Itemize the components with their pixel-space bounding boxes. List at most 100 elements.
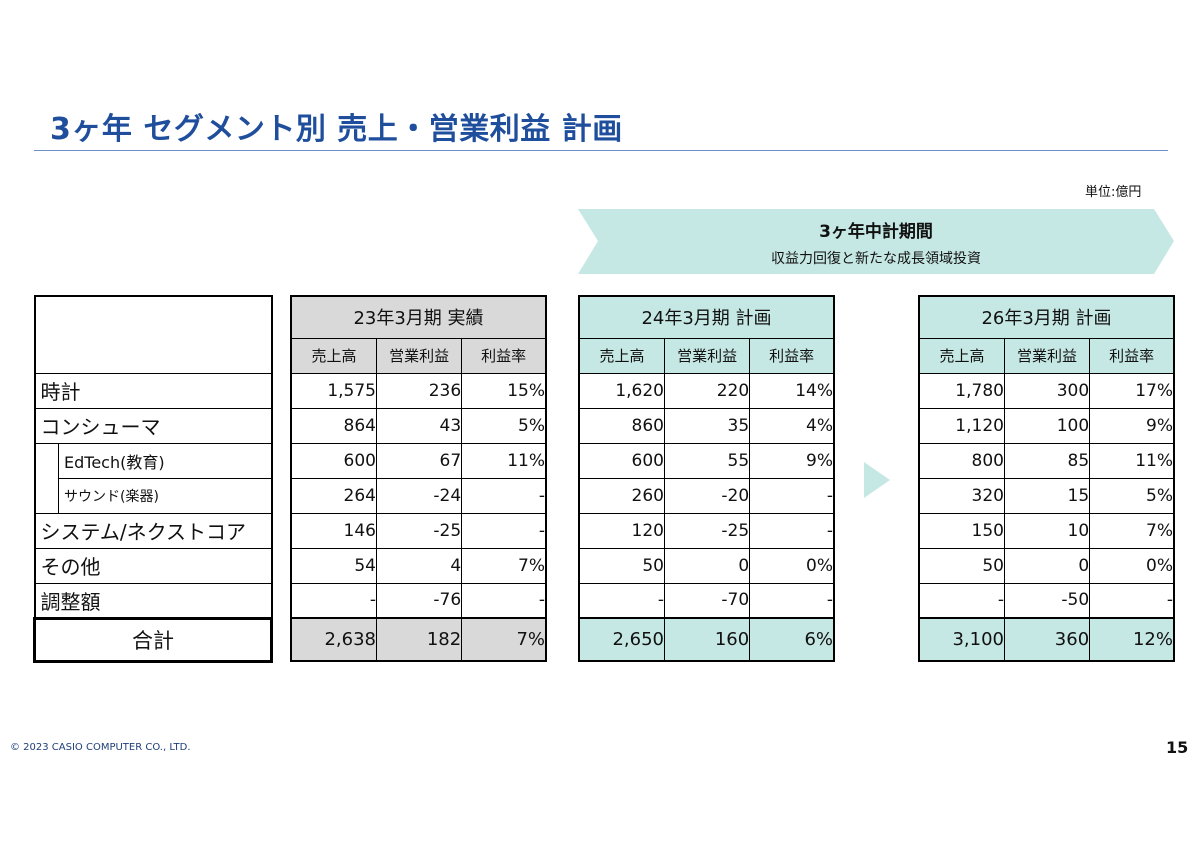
value-cell: 1,120 [918,407,1005,444]
value-cell: 15% [461,372,547,409]
column-header: 営業利益 [663,337,751,374]
total-row: 2,650 160 6% [578,617,835,662]
value-cell: 236 [375,372,463,409]
table-row: - -70- [578,582,835,619]
segment-label-table: 時計 コンシューマ EdTech(教育) サウンド(楽器) システム/ネクストコ… [33,295,273,663]
period-title: 24年3月期 計画 [578,295,835,339]
value-cell: 14% [749,372,835,409]
value-cell: - [749,512,835,549]
value-cell: 5% [461,407,547,444]
value-cell: - [578,582,665,619]
value-cell: 0 [1003,547,1091,584]
value-cell: 864 [290,407,377,444]
table-row: 860 35 4% [578,407,835,444]
column-header: 利益率 [749,337,835,374]
total-cell: 12% [1089,617,1175,662]
label-header-cell [34,295,272,374]
column-header: 営業利益 [375,337,463,374]
value-cell: 4 [375,547,463,584]
page-number: 15 [1166,738,1189,757]
value-cell: 55 [663,442,751,479]
banner-title: 3ヶ年中計期間 [819,222,933,242]
title-divider [34,150,1168,151]
table-row: - -50- [918,582,1175,619]
table-row: 1,620 220 14% [578,372,835,409]
value-cell: -20 [663,477,751,514]
column-header: 利益率 [1089,337,1175,374]
period-title: 23年3月期 実績 [290,295,547,339]
value-cell: - [461,477,547,514]
value-cell: - [749,477,835,514]
value-cell: 7% [1089,512,1175,549]
table-row: - -76- [290,582,547,619]
value-cell: -76 [375,582,463,619]
column-header: 利益率 [461,337,547,374]
value-cell: 7% [461,547,547,584]
value-cell: 0% [749,547,835,584]
value-cell: 50 [578,547,665,584]
table-row: 50 0 0% [578,547,835,584]
table-row: 54 4 7% [290,547,547,584]
value-cell: -70 [663,582,751,619]
page-title: 3ヶ年 セグメント別 売上・営業利益 計画 [50,112,623,147]
copyright-footer: © 2023 CASIO COMPUTER CO., LTD. [10,742,191,753]
value-cell: 85 [1003,442,1091,479]
value-cell: 0% [1089,547,1175,584]
value-cell: 9% [1089,407,1175,444]
period-table: 23年3月期 実績 売上高 営業利益 利益率 1,575 236 15% 864 43 5% 600… [290,295,547,662]
table-row: 600 55 9% [578,442,835,479]
value-cell: 1,620 [578,372,665,409]
table-row: 1,575 236 15% [290,372,547,409]
segment-label: EdTech(教育) [58,442,272,479]
segment-label: コンシューマ [34,407,272,444]
segment-label: 時計 [34,372,272,409]
total-label: 合計 [33,616,273,663]
segment-label: サウンド(楽器) [58,477,272,514]
table-row: 120 -25- [578,512,835,549]
total-cell: 360 [1003,617,1091,662]
right-arrow-icon [864,462,890,498]
total-cell: 2,638 [290,617,377,662]
total-cell: 2,650 [578,617,665,662]
segment-label: システム/ネクストコア [34,512,272,549]
value-cell: - [290,582,377,619]
total-row: 3,100 360 12% [918,617,1175,662]
table-row: 864 43 5% [290,407,547,444]
value-cell: 300 [1003,372,1091,409]
plan-period-banner: 3ヶ年中計期間 収益力回復と新たな成長領域投資 [578,209,1174,274]
value-cell: 15 [1003,477,1091,514]
total-cell: 3,100 [918,617,1005,662]
value-cell: 600 [578,442,665,479]
value-cell: - [1089,582,1175,619]
table-row: 1,780 300 17% [918,372,1175,409]
table-row: 800 85 11% [918,442,1175,479]
banner-subtitle: 収益力回復と新たな成長領域投資 [771,251,981,267]
value-cell: 100 [1003,407,1091,444]
value-cell: 10 [1003,512,1091,549]
total-cell: 160 [663,617,751,662]
value-cell: 67 [375,442,463,479]
value-cell: 860 [578,407,665,444]
total-row: 2,638 182 7% [290,617,547,662]
value-cell: 5% [1089,477,1175,514]
segment-label: その他 [34,547,272,584]
value-cell: 17% [1089,372,1175,409]
value-cell: 120 [578,512,665,549]
value-cell: 0 [663,547,751,584]
value-cell: 43 [375,407,463,444]
column-header: 営業利益 [1003,337,1091,374]
value-cell: -50 [1003,582,1091,619]
segment-label: 調整額 [34,582,272,619]
value-cell: 9% [749,442,835,479]
column-header: 売上高 [918,337,1005,374]
table-row: 1,120 100 9% [918,407,1175,444]
unit-label: 単位:億円 [1085,185,1142,200]
value-cell: 35 [663,407,751,444]
period-table: 26年3月期 計画 売上高 営業利益 利益率 1,780 300 17% 1,120 100 9%… [918,295,1175,662]
table-row: 146 -25- [290,512,547,549]
period-title: 26年3月期 計画 [918,295,1175,339]
table-row: 260 -20- [578,477,835,514]
value-cell: -25 [375,512,463,549]
value-cell: - [461,512,547,549]
total-cell: 6% [749,617,835,662]
